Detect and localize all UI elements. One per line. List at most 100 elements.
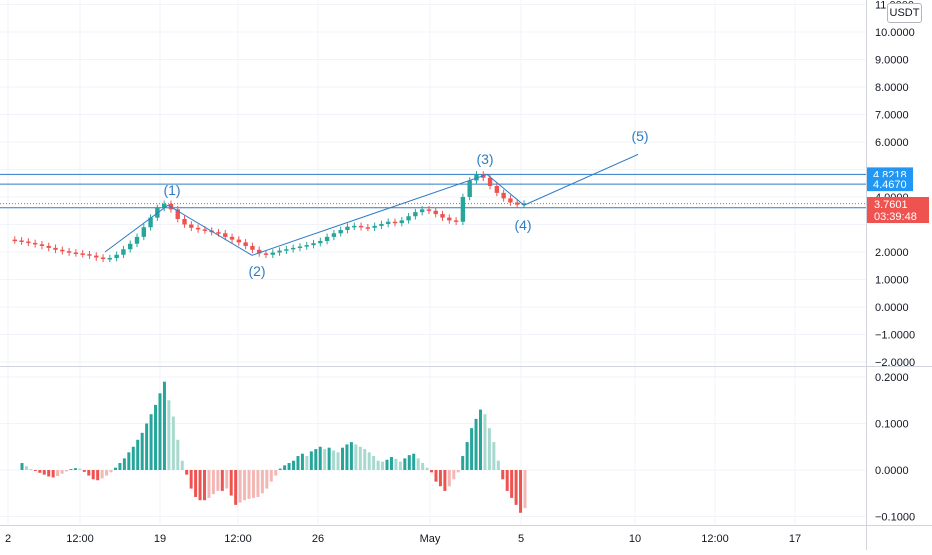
histogram-bar[interactable]	[145, 423, 149, 471]
candle[interactable]	[399, 220, 404, 224]
histogram-bar[interactable]	[211, 470, 215, 495]
histogram-bar[interactable]	[105, 470, 109, 476]
candle[interactable]	[53, 247, 58, 250]
candle[interactable]	[270, 252, 275, 255]
candle[interactable]	[175, 209, 180, 219]
candle[interactable]	[216, 232, 221, 234]
histogram-bar[interactable]	[323, 449, 327, 470]
candle[interactable]	[474, 174, 479, 181]
histogram-bar[interactable]	[514, 470, 518, 505]
histogram-bar[interactable]	[260, 470, 264, 494]
histogram-bar[interactable]	[91, 470, 95, 480]
histogram-bar[interactable]	[283, 465, 287, 470]
histogram-bar[interactable]	[452, 470, 456, 480]
candle[interactable]	[195, 227, 201, 230]
histogram-bar[interactable]	[47, 470, 51, 477]
candle[interactable]	[12, 239, 17, 242]
candle[interactable]	[379, 223, 384, 226]
current-price-tag[interactable]	[867, 197, 929, 223]
histogram-bar[interactable]	[358, 446, 362, 470]
candle[interactable]	[508, 198, 513, 203]
histogram-bar[interactable]	[501, 470, 505, 480]
histogram-bar[interactable]	[198, 470, 202, 501]
candle[interactable]	[26, 241, 31, 244]
candle[interactable]	[94, 255, 99, 258]
candle[interactable]	[447, 217, 452, 221]
candle[interactable]	[352, 225, 357, 228]
currency-badge[interactable]: USDT	[887, 3, 922, 23]
histogram-bar[interactable]	[113, 467, 117, 470]
candle[interactable]	[128, 243, 133, 250]
histogram-bar[interactable]	[243, 470, 247, 501]
histogram-bar[interactable]	[519, 470, 523, 513]
histogram-bar[interactable]	[381, 461, 385, 470]
histogram-bar[interactable]	[265, 470, 269, 489]
histogram-bar[interactable]	[20, 463, 24, 470]
histogram-bar[interactable]	[434, 470, 438, 482]
histogram-bar[interactable]	[287, 463, 291, 470]
histogram-bar[interactable]	[225, 470, 229, 489]
histogram-bar[interactable]	[269, 470, 273, 482]
histogram-bar[interactable]	[425, 467, 429, 470]
histogram-bar[interactable]	[505, 470, 509, 491]
histogram-bar[interactable]	[167, 400, 171, 470]
candle[interactable]	[134, 236, 140, 244]
candle[interactable]	[263, 253, 269, 255]
candle[interactable]	[161, 203, 167, 208]
histogram-bar[interactable]	[389, 456, 393, 470]
histogram-bar[interactable]	[176, 439, 180, 470]
candle[interactable]	[189, 224, 194, 228]
candle[interactable]	[257, 249, 262, 254]
histogram-bar[interactable]	[203, 470, 207, 501]
histogram-bar[interactable]	[407, 455, 411, 470]
histogram-bar[interactable]	[443, 470, 447, 491]
histogram-bar[interactable]	[416, 458, 420, 470]
candle[interactable]	[19, 240, 24, 242]
histogram-bar[interactable]	[465, 442, 469, 470]
histogram-bar[interactable]	[100, 470, 104, 479]
candle[interactable]	[487, 177, 493, 186]
candle[interactable]	[73, 252, 79, 255]
candle[interactable]	[338, 230, 343, 234]
histogram-bar[interactable]	[73, 468, 77, 470]
candle[interactable]	[60, 249, 65, 252]
histogram-bar[interactable]	[349, 442, 353, 470]
histogram-bar[interactable]	[109, 470, 113, 473]
histogram-bar[interactable]	[305, 456, 309, 470]
histogram-bar[interactable]	[171, 416, 175, 470]
histogram-bar[interactable]	[394, 458, 398, 470]
histogram-bar[interactable]	[300, 453, 304, 470]
histogram-bar[interactable]	[180, 460, 184, 470]
histogram-bar[interactable]	[470, 428, 474, 470]
candle[interactable]	[236, 239, 242, 243]
candle[interactable]	[182, 219, 187, 225]
candle[interactable]	[453, 220, 459, 222]
candle[interactable]	[223, 233, 228, 237]
histogram-bar[interactable]	[65, 470, 69, 472]
candle[interactable]	[250, 245, 255, 250]
histogram-bar[interactable]	[492, 442, 496, 470]
candle[interactable]	[433, 210, 438, 215]
histogram-bar[interactable]	[412, 453, 416, 470]
histogram-bar[interactable]	[296, 456, 300, 470]
candle[interactable]	[277, 250, 282, 253]
histogram-bar[interactable]	[403, 458, 407, 470]
candle[interactable]	[426, 209, 432, 211]
histogram-bar[interactable]	[421, 463, 425, 470]
histogram-bar[interactable]	[29, 469, 33, 471]
candle[interactable]	[311, 243, 316, 246]
histogram-bar[interactable]	[96, 470, 100, 481]
histogram-bar[interactable]	[229, 470, 233, 496]
histogram-bar[interactable]	[154, 404, 158, 470]
histogram-bar[interactable]	[496, 460, 500, 470]
histogram-bar[interactable]	[256, 470, 260, 497]
histogram-bar[interactable]	[51, 470, 55, 478]
candle[interactable]	[419, 209, 425, 213]
candle[interactable]	[87, 254, 92, 256]
candle[interactable]	[392, 221, 398, 224]
candle[interactable]	[501, 192, 506, 199]
candle[interactable]	[243, 242, 248, 246]
candle[interactable]	[107, 258, 113, 260]
histogram-bar[interactable]	[461, 456, 465, 470]
candle[interactable]	[202, 229, 208, 231]
